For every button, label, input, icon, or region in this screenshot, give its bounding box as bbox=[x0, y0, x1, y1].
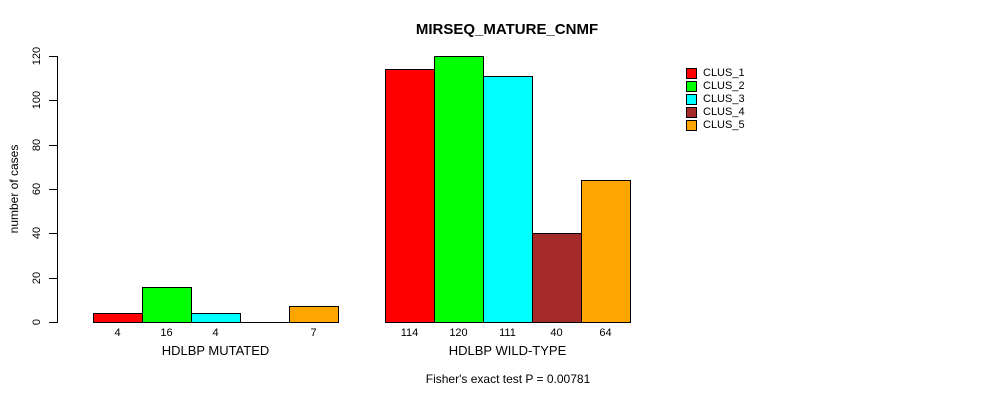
y-axis-label: number of cases bbox=[7, 144, 21, 234]
legend-item: CLUS_1 bbox=[686, 68, 745, 79]
bar-value-label: 4 bbox=[114, 327, 121, 339]
bar-value-label: 40 bbox=[550, 327, 563, 339]
y-tick-label: 120 bbox=[31, 46, 43, 66]
chart-title: MIRSEQ_MATURE_CNMF bbox=[415, 21, 599, 38]
footnote-pvalue: Fisher's exact test P = 0.00781 bbox=[425, 372, 591, 386]
y-tick-label: 0 bbox=[31, 318, 43, 326]
bar-clus_2-group2 bbox=[434, 56, 484, 323]
legend-item: CLUS_4 bbox=[686, 107, 745, 118]
bar-value-label: 111 bbox=[499, 327, 516, 339]
legend-label: CLUS_5 bbox=[703, 119, 745, 131]
bar-clus_4-group2 bbox=[532, 233, 582, 323]
legend-label: CLUS_1 bbox=[703, 67, 745, 79]
y-tick-label: 60 bbox=[31, 182, 43, 196]
legend-item: CLUS_3 bbox=[686, 94, 745, 105]
bar-clus_3-group2 bbox=[483, 76, 533, 323]
legend-swatch-clus_2 bbox=[686, 81, 697, 92]
bar-clus_2-group1 bbox=[142, 287, 192, 323]
y-tick bbox=[49, 322, 57, 323]
y-tick-label: 40 bbox=[31, 226, 43, 240]
y-tick bbox=[49, 56, 57, 57]
legend-swatch-clus_4 bbox=[686, 107, 697, 118]
y-tick-label: 20 bbox=[31, 271, 43, 285]
legend-swatch-clus_1 bbox=[686, 68, 697, 79]
legend-label: CLUS_4 bbox=[703, 106, 745, 118]
y-tick bbox=[49, 278, 57, 279]
y-tick bbox=[49, 233, 57, 234]
bar-value-label: 64 bbox=[599, 327, 612, 339]
legend-swatch-clus_3 bbox=[686, 94, 697, 105]
y-tick bbox=[49, 189, 57, 190]
legend-label: CLUS_3 bbox=[703, 93, 745, 105]
bar-value-label: 16 bbox=[160, 327, 173, 339]
bar-value-label: 120 bbox=[449, 327, 468, 339]
legend-swatch-clus_5 bbox=[686, 120, 697, 131]
legend-item: CLUS_5 bbox=[686, 120, 745, 131]
bar-clus_5-group1 bbox=[289, 306, 339, 323]
y-axis-line bbox=[57, 56, 58, 323]
y-tick-label: 80 bbox=[31, 138, 43, 152]
bar-clus_1-group2 bbox=[385, 69, 435, 323]
bar-value-label: 114 bbox=[400, 327, 419, 339]
x-group-label: HDLBP MUTATED bbox=[161, 343, 270, 358]
y-tick bbox=[49, 145, 57, 146]
legend-item: CLUS_2 bbox=[686, 81, 745, 92]
y-tick-label: 100 bbox=[31, 90, 43, 110]
bar-clus_1-group1 bbox=[93, 313, 143, 323]
legend: CLUS_1 CLUS_2 CLUS_3 CLUS_4 CLUS_5 bbox=[686, 68, 745, 131]
bar-value-label: 7 bbox=[310, 327, 317, 339]
bar-clus_3-group1 bbox=[191, 313, 241, 323]
bar-value-label: 4 bbox=[212, 327, 219, 339]
x-group-label: HDLBP WILD-TYPE bbox=[448, 343, 567, 358]
bar-clus_5-group2 bbox=[581, 180, 631, 323]
y-tick bbox=[49, 100, 57, 101]
legend-label: CLUS_2 bbox=[703, 80, 745, 92]
